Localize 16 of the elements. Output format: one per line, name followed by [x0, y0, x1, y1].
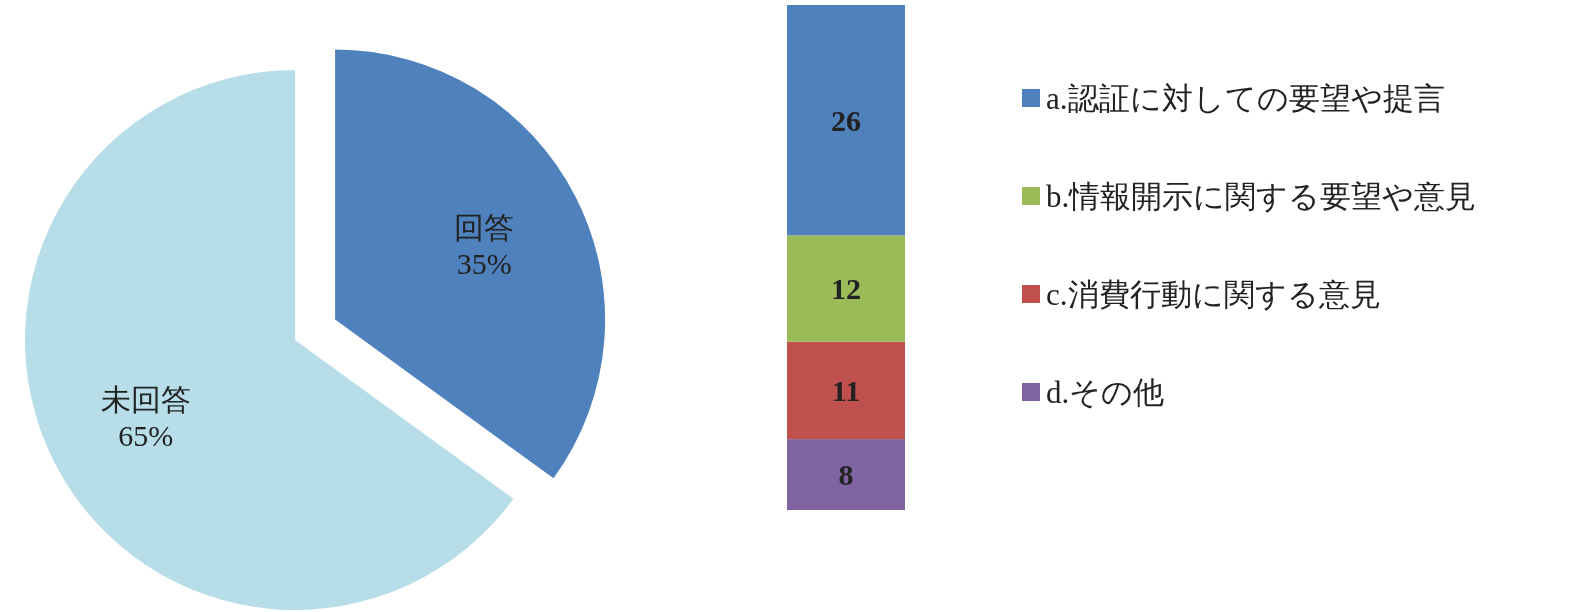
bar [787, 5, 905, 236]
data-label: 35% [456, 246, 512, 280]
data-label: 12 [831, 272, 861, 306]
data-label: 65% [118, 419, 174, 452]
data-label: 26 [831, 103, 861, 137]
bar [787, 341, 905, 440]
legend-label: b.情報開示に関する要望や意見 [1046, 178, 1477, 214]
legend-label: c.消費行動に関する意見 [1046, 276, 1381, 312]
bar [787, 439, 905, 510]
bar [787, 235, 905, 342]
data-label: 8 [838, 458, 854, 492]
data-label: 11 [831, 373, 861, 407]
slice-label: 未回答 [100, 383, 191, 416]
legend-label: a.認証に対しての要望や提言 [1046, 80, 1445, 116]
slice-label: 回答 [454, 210, 515, 244]
legend-label: d.その他 [1046, 374, 1165, 410]
